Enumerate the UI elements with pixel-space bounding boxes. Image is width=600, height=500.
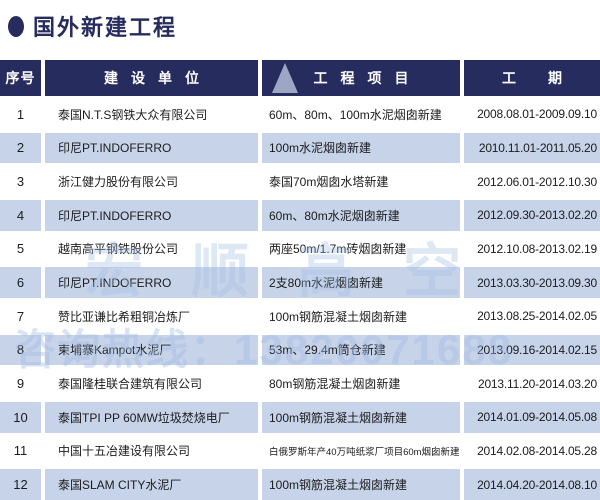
cell-unit: 赞比亚谦比希粗铜冶炼厂 (45, 300, 258, 332)
cell-serial: 6 (0, 267, 41, 298)
cell-period: 2013.09.16-2014.02.15 (464, 334, 600, 366)
cell-project: 53m、29.4m筒仓新建 (262, 334, 460, 366)
cell-project: 100m水泥烟囱新建 (262, 132, 460, 164)
cell-unit: 印尼PT.INDOFERRO (45, 267, 258, 298)
cell-unit: 中国十五冶建设有限公司 (45, 435, 258, 467)
cell-project: 100m钢筋混凝土烟囱新建 (262, 401, 460, 433)
cell-period: 2012.06.01-2012.10.30 (464, 166, 600, 197)
cell-unit: 印尼PT.INDOFERRO (45, 132, 258, 164)
page-title-text: 国外新建工程 (33, 15, 178, 40)
cell-unit: 泰国SLAM CITY水泥厂 (45, 469, 258, 500)
cell-period: 2012.09.30-2013.02.20 (464, 199, 600, 231)
column-header-serial: 序号 (0, 60, 41, 96)
cell-unit: 泰国隆桂联合建筑有限公司 (45, 368, 258, 399)
cell-serial: 11 (0, 435, 41, 467)
column-header-project: 工程项目 (262, 60, 460, 96)
cell-period: 2014.02.08-2014.05.28 (464, 435, 600, 467)
cell-project: 100m钢筋混凝土烟囱新建 (262, 469, 460, 500)
cell-project: 60m、80m、100m水泥烟囱新建 (262, 99, 460, 130)
cell-serial: 3 (0, 166, 41, 197)
cell-unit: 柬埔寨Kampot水泥厂 (45, 334, 258, 366)
bullet-icon (8, 15, 24, 37)
cell-project: 100m钢筋混凝土烟囱新建 (262, 300, 460, 332)
cell-serial: 4 (0, 199, 41, 231)
cell-period: 2013.11.20-2014.03.20 (464, 368, 600, 399)
cell-period: 2013.08.25-2014.02.05 (464, 300, 600, 332)
cell-period: 2014.01.09-2014.05.08 (464, 401, 600, 433)
cell-project: 60m、80m水泥烟囱新建 (262, 199, 460, 231)
cell-unit: 浙江健力股份有限公司 (45, 166, 258, 197)
cell-project: 泰国70m烟囱水塔新建 (262, 166, 460, 197)
cell-unit: 印尼PT.INDOFERRO (45, 199, 258, 231)
cell-serial: 8 (0, 334, 41, 366)
cell-unit: 越南高平钢铁股份公司 (45, 233, 258, 265)
cell-serial: 7 (0, 300, 41, 332)
cell-period: 2012.10.08-2013.02.19 (464, 233, 600, 265)
cell-serial: 2 (0, 132, 41, 164)
cell-serial: 9 (0, 368, 41, 399)
cell-project: 2支80m水泥烟囱新建 (262, 267, 460, 298)
column-header-unit: 建设单位 (45, 60, 258, 96)
cell-project: 80m钢筋混凝土烟囱新建 (262, 368, 460, 399)
cell-serial: 10 (0, 401, 41, 433)
cell-period: 2008.08.01-2009.09.10 (464, 99, 600, 130)
cell-period: 2013.03.30-2013.09.30 (464, 267, 600, 298)
cell-unit: 泰国N.T.S钢铁大众有限公司 (45, 99, 258, 130)
cell-project: 白俄罗斯年产40万吨纸浆厂项目60m烟囱新建 (262, 435, 460, 467)
cell-serial: 1 (0, 99, 41, 130)
cell-project: 两座50m/1.7m砖烟囱新建 (262, 233, 460, 265)
column-header-period: 工期 (464, 60, 600, 96)
cell-unit: 泰国TPI PP 60MW垃圾焚烧电厂 (45, 401, 258, 433)
projects-table: 序号 建设单位 工程项目 工期 1 泰国N.T.S钢铁大众有限公司 60m、80… (0, 60, 600, 500)
cell-serial: 5 (0, 233, 41, 265)
page-title: 国外新建工程 (8, 10, 177, 42)
cell-period: 2014.04.20-2014.08.10 (464, 469, 600, 500)
cell-period: 2010.11.01-2011.05.20 (464, 132, 600, 164)
cell-serial: 12 (0, 469, 41, 500)
